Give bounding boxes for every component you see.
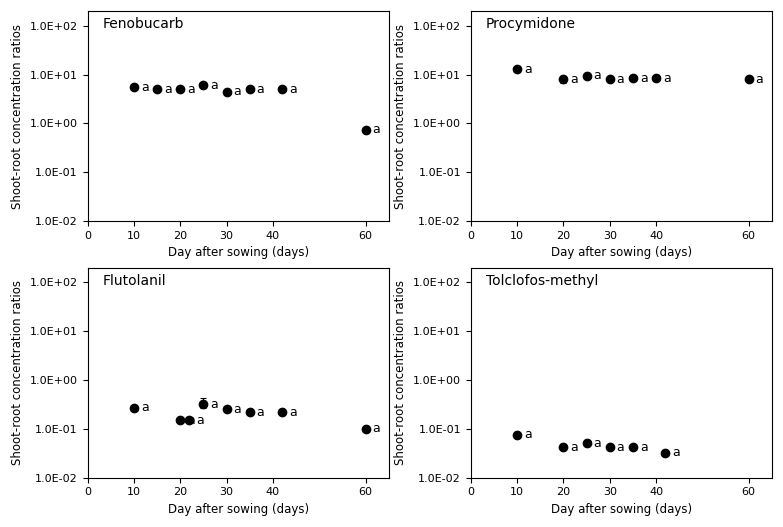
Text: Fenobucarb: Fenobucarb bbox=[103, 17, 184, 32]
Text: a: a bbox=[187, 414, 195, 427]
X-axis label: Day after sowing (days): Day after sowing (days) bbox=[168, 246, 309, 259]
Y-axis label: Shoot-root concentration ratios: Shoot-root concentration ratios bbox=[11, 280, 24, 465]
X-axis label: Day after sowing (days): Day after sowing (days) bbox=[550, 503, 692, 516]
Text: a: a bbox=[289, 406, 297, 418]
Text: a: a bbox=[211, 398, 218, 411]
Text: a: a bbox=[594, 69, 601, 82]
Text: a: a bbox=[141, 401, 149, 414]
Y-axis label: Shoot-root concentration ratios: Shoot-root concentration ratios bbox=[395, 24, 407, 209]
Text: a: a bbox=[257, 83, 265, 96]
Text: a: a bbox=[233, 403, 241, 416]
Text: a: a bbox=[141, 81, 149, 94]
Text: a: a bbox=[640, 72, 648, 84]
Y-axis label: Shoot-root concentration ratios: Shoot-root concentration ratios bbox=[11, 24, 24, 209]
X-axis label: Day after sowing (days): Day after sowing (days) bbox=[550, 246, 692, 259]
X-axis label: Day after sowing (days): Day after sowing (days) bbox=[168, 503, 309, 516]
Text: a: a bbox=[373, 422, 381, 435]
Text: a: a bbox=[197, 414, 204, 427]
Text: a: a bbox=[233, 85, 241, 98]
Text: a: a bbox=[570, 73, 578, 86]
Y-axis label: Shoot-root concentration ratios: Shoot-root concentration ratios bbox=[395, 280, 407, 465]
Text: Flutolanil: Flutolanil bbox=[103, 274, 166, 288]
Text: a: a bbox=[617, 73, 624, 86]
Text: a: a bbox=[673, 446, 680, 460]
Text: a: a bbox=[617, 441, 624, 454]
Text: a: a bbox=[373, 123, 381, 136]
Text: a: a bbox=[164, 83, 171, 96]
Text: Procymidone: Procymidone bbox=[485, 17, 576, 32]
Text: a: a bbox=[187, 83, 195, 96]
Text: a: a bbox=[570, 441, 578, 454]
Text: a: a bbox=[594, 437, 601, 450]
Text: a: a bbox=[663, 72, 671, 84]
Text: a: a bbox=[211, 79, 218, 92]
Text: a: a bbox=[756, 73, 763, 86]
Text: a: a bbox=[524, 63, 532, 75]
Text: a: a bbox=[524, 428, 532, 442]
Text: a: a bbox=[640, 441, 648, 454]
Text: a: a bbox=[289, 83, 297, 96]
Text: Tolclofos-methyl: Tolclofos-methyl bbox=[485, 274, 598, 288]
Text: a: a bbox=[257, 406, 265, 418]
